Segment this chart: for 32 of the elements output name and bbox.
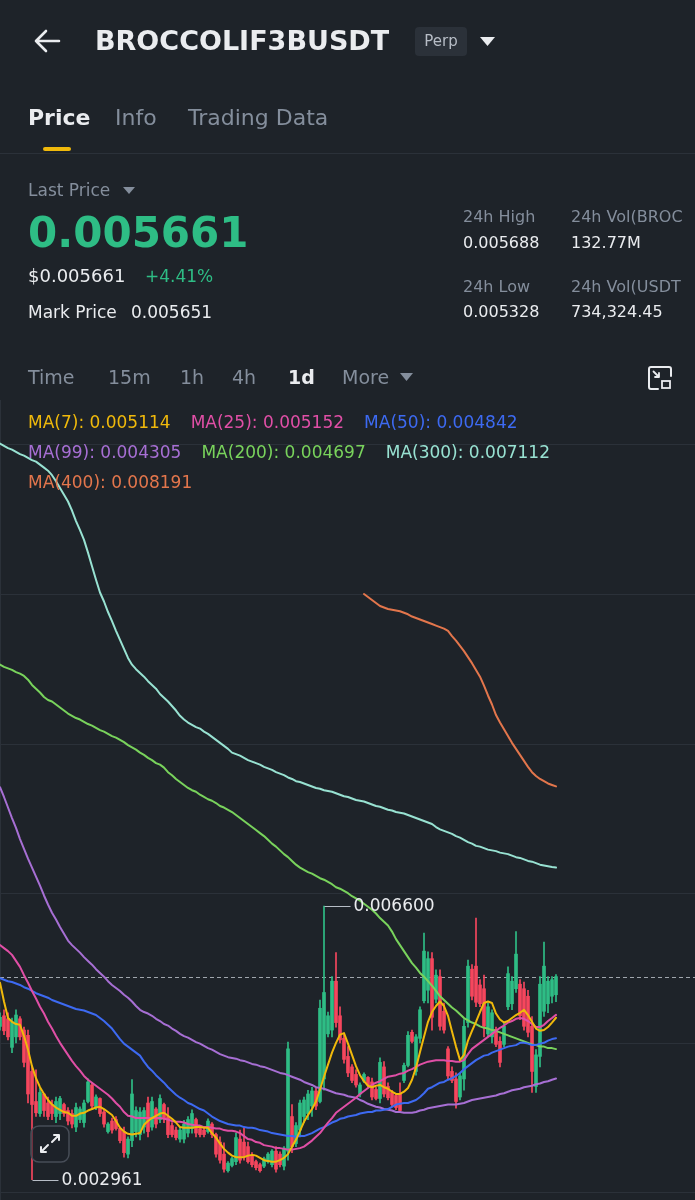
text: 4h xyxy=(232,365,257,389)
text: Info xyxy=(115,104,157,132)
text: +4.41% xyxy=(145,265,214,287)
text: 24h Low xyxy=(463,277,531,297)
text: 24h Vol(BROC xyxy=(571,207,683,227)
text: 1d xyxy=(288,365,315,389)
text: 0.005661 xyxy=(28,207,249,259)
annotation: 0.002961 xyxy=(61,1168,143,1189)
text: 24h High xyxy=(463,207,536,227)
text: Price xyxy=(28,104,91,132)
text: MA(7): 0.005114 xyxy=(28,411,171,434)
text: Trading Data xyxy=(188,104,329,132)
text: 734,324.45 xyxy=(571,302,663,322)
text: 15m xyxy=(108,365,151,389)
text: MA(300): 0.007112 xyxy=(385,441,550,464)
text: 0.005328 xyxy=(463,302,540,322)
text: MA(25): 0.005152 xyxy=(190,411,345,434)
text: Mark Price xyxy=(28,301,117,323)
text: 0.005688 xyxy=(463,233,540,253)
text: 132.77M xyxy=(571,233,641,253)
text: $0.005661 xyxy=(28,265,126,287)
chart-title: BROCCOLIF3BUSDT xyxy=(95,24,390,58)
text: 0.005651 xyxy=(131,301,213,323)
text: Time xyxy=(28,365,75,389)
text: 1h xyxy=(180,365,205,389)
text: 24h Vol(USDT xyxy=(571,277,681,297)
text: More xyxy=(342,365,390,389)
text: Last Price xyxy=(28,179,111,201)
text: MA(200): 0.004697 xyxy=(201,441,366,464)
text: MA(99): 0.004305 xyxy=(28,441,182,464)
text: MA(50): 0.004842 xyxy=(364,411,518,434)
text: Perp xyxy=(423,32,459,50)
